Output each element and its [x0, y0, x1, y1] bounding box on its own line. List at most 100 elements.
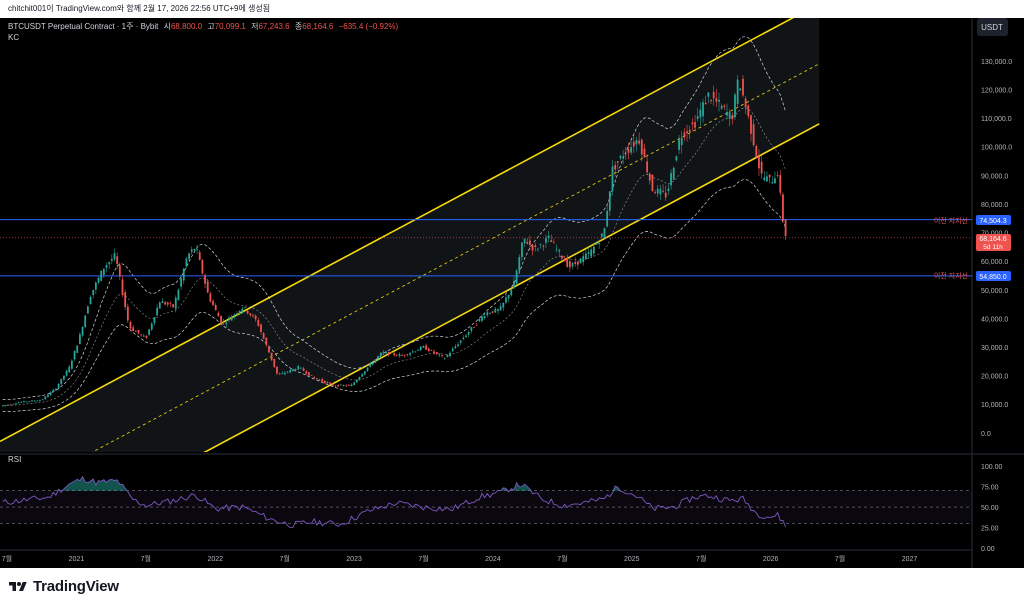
chart-snapshot-header: chitchit001이 TradingView.com와 함께 2월 17, … — [0, 0, 1024, 18]
candle-body — [587, 252, 590, 254]
tradingview-logo[interactable]: TradingView — [8, 578, 119, 595]
candle-body — [499, 306, 502, 311]
price-tick-label: 80,000.0 — [981, 202, 1008, 209]
candle-body — [574, 261, 577, 264]
candle-body — [174, 297, 177, 309]
time-tick-label: 7월 — [141, 554, 151, 563]
candle-body — [707, 92, 710, 97]
candle-body — [696, 116, 699, 119]
price-chart[interactable]: 0.0 10,000.0 20,000.0 30,000.0 40,000.0 50,00… — [0, 18, 1024, 568]
price-tick-label: 0.0 — [981, 431, 991, 438]
candle-body — [766, 176, 768, 182]
candle-body — [57, 383, 60, 389]
candle-body — [438, 354, 441, 356]
indicator-rsi-label[interactable]: RSI — [8, 455, 21, 464]
candle-body — [228, 317, 230, 320]
candle-body — [475, 324, 478, 326]
candle-body — [94, 282, 97, 290]
candle-body — [273, 358, 276, 367]
candle-body — [134, 330, 137, 332]
candle-body — [124, 292, 127, 307]
candle-body — [459, 340, 462, 343]
candle-body — [55, 388, 57, 391]
candle-body — [473, 326, 475, 328]
candle-body — [502, 302, 505, 308]
candle-body — [646, 161, 649, 173]
candle-body — [1, 405, 4, 407]
candle-body — [643, 148, 646, 158]
candle-body — [39, 400, 41, 402]
candle-body — [728, 112, 731, 119]
candle-body — [118, 265, 121, 277]
price-tick-label: 50,000.0 — [981, 288, 1008, 295]
candle-body — [262, 333, 265, 339]
candle-body — [172, 304, 174, 308]
candle-body — [361, 374, 364, 377]
candle-body — [742, 78, 744, 96]
candle-body — [662, 191, 664, 192]
candle-body — [297, 366, 300, 370]
candle-body — [220, 315, 222, 324]
candle-body — [12, 403, 15, 405]
candle-body — [244, 307, 246, 308]
kc-lower-band — [2, 179, 786, 412]
candle-body — [81, 327, 84, 336]
candle-body — [342, 385, 345, 386]
candle-body — [270, 352, 273, 361]
candle-body — [350, 384, 353, 387]
candle-body — [169, 302, 172, 304]
candle-body — [222, 322, 225, 323]
candle-body — [142, 335, 145, 337]
candle-body — [537, 248, 539, 250]
candle-body — [289, 369, 292, 373]
candle-body — [387, 351, 390, 356]
indicator-kc-label[interactable]: KC — [8, 33, 19, 42]
currency-badge[interactable] — [977, 18, 1008, 36]
candle-body — [531, 245, 534, 251]
candle-body — [534, 245, 537, 248]
candle-body — [441, 355, 443, 357]
candle-body — [678, 139, 680, 150]
candle-body — [86, 306, 89, 314]
candle-body — [595, 243, 598, 245]
candle-body — [547, 235, 550, 238]
tradingview-logo-icon — [9, 581, 27, 591]
candle-body — [576, 261, 579, 265]
candle-body — [126, 306, 129, 321]
candle-body — [553, 242, 555, 244]
rsi-tick-label: 50.00 — [981, 505, 999, 512]
footer: TradingView — [0, 568, 1024, 606]
candle-body — [624, 153, 627, 155]
candle-body — [145, 335, 148, 338]
chart-area[interactable]: 0.0 10,000.0 20,000.0 30,000.0 40,000.0 50,00… — [0, 18, 1024, 568]
candle-body — [771, 182, 774, 184]
candle-body — [190, 249, 193, 252]
time-tick-label: 2022 — [207, 556, 223, 563]
candle-body — [419, 346, 422, 351]
candle-body — [563, 259, 566, 262]
time-tick-label: 2023 — [346, 556, 362, 563]
candle-body — [784, 219, 787, 237]
candle-body — [656, 188, 659, 194]
candle-body — [4, 405, 7, 406]
candle-body — [731, 114, 734, 120]
candle-body — [390, 352, 393, 354]
candle-body — [31, 400, 33, 402]
candle-body — [265, 337, 268, 345]
candle-body — [209, 293, 212, 302]
candle-body — [355, 379, 358, 383]
candle-body — [369, 363, 372, 367]
candle-body — [779, 175, 782, 193]
time-tick-label: 2027 — [902, 556, 918, 563]
channel-line-middle — [91, 63, 820, 452]
candle-body — [422, 345, 425, 348]
time-tick-label: 7월 — [557, 554, 567, 563]
candle-body — [614, 165, 617, 170]
support-price-value-2: 54,850.0 — [979, 274, 1006, 281]
candle-body — [568, 261, 571, 268]
candle-body — [406, 354, 409, 356]
candle-body — [720, 105, 723, 109]
candle-body — [286, 371, 289, 373]
price-tick-label: 40,000.0 — [981, 316, 1008, 323]
candle-body — [260, 324, 262, 333]
